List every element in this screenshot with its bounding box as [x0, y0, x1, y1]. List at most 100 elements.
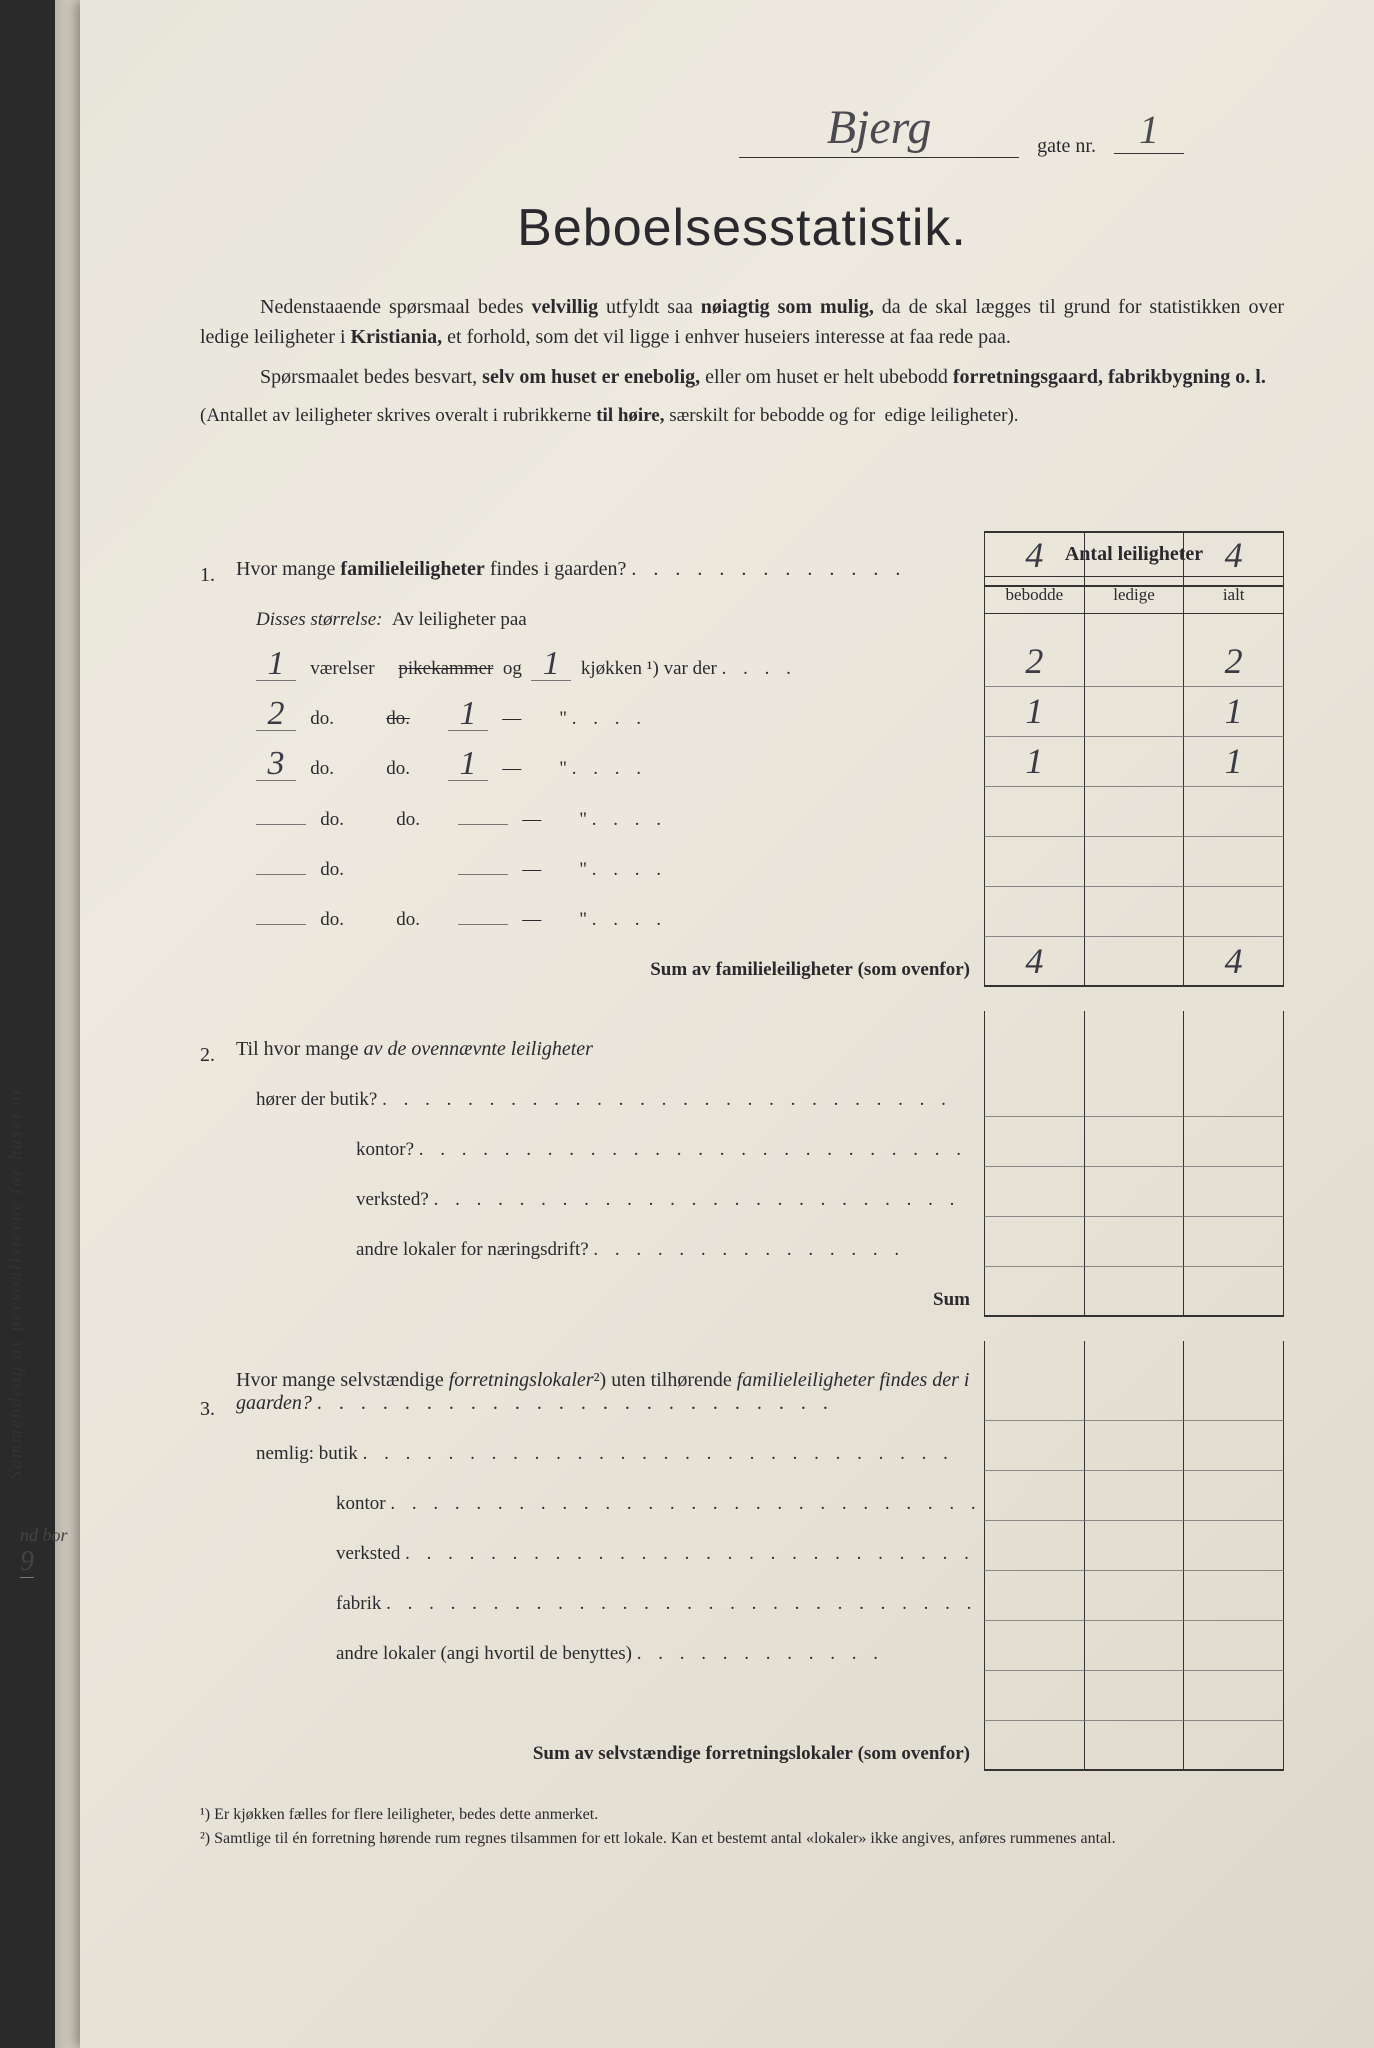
cell [984, 1721, 1084, 1771]
intro-para-2: Spørsmaalet bedes besvart, selv om huset… [200, 362, 1284, 392]
cell [1183, 1217, 1284, 1267]
cell [1183, 1471, 1284, 1521]
cell [984, 1621, 1084, 1671]
kitchen-3: 1 [448, 749, 488, 781]
cell [1084, 1621, 1184, 1671]
cell [1183, 1067, 1284, 1117]
r3-ledige [1084, 737, 1184, 787]
r1-bebodde: 2 [984, 637, 1084, 687]
rooms-6 [256, 906, 306, 925]
q1-sum-ledige [1084, 937, 1184, 987]
margin-bottom-left-text: nd bor [20, 1525, 68, 1545]
kitchen-5 [458, 856, 508, 875]
q3-number: 3. [200, 1398, 236, 1421]
r2-bebodde: 1 [984, 687, 1084, 737]
q3-row-fabrik: fabrik . . . . . . . . . . . . . . . . .… [236, 1593, 984, 1621]
cell [1084, 1571, 1184, 1621]
q3-text: Hvor mange selvstændige forretningslokal… [236, 1369, 984, 1421]
q1-row-6: do. do. — " . . . . [236, 906, 984, 937]
r4-ledige [1084, 787, 1184, 837]
kitchen-1: 1 [531, 649, 571, 681]
gate-number-handwritten: 1 [1114, 106, 1184, 154]
r1-ialt: 2 [1183, 637, 1284, 687]
gate-label: gate nr. [1037, 135, 1096, 157]
scan-background: Sammendrag av personlisterne for huset n… [0, 0, 1374, 2048]
q1-ialt: 4 [1183, 531, 1284, 587]
r2-ledige [1084, 687, 1184, 737]
cell [1084, 1721, 1184, 1771]
q1-subhead: Disses størrelse: Av leiligheter paa [236, 609, 984, 637]
footnote-2: ²) Samtlige til én forretning hørende ru… [200, 1827, 1284, 1851]
intro-para-1: Nedenstaaende spørsmaal bedes velvillig … [200, 292, 1284, 352]
r6-ledige [1084, 887, 1184, 937]
cell [1183, 1421, 1284, 1471]
q3-blank-line: . [236, 1693, 984, 1721]
cell [984, 1067, 1084, 1117]
label-do: do. [320, 909, 344, 930]
cell [984, 1167, 1084, 1217]
cell [1084, 1421, 1184, 1471]
q3-row-verksted: verksted . . . . . . . . . . . . . . . .… [236, 1543, 984, 1571]
r4-ialt [1183, 787, 1284, 837]
r6-ialt [1183, 887, 1284, 937]
kitchen-2: 1 [448, 699, 488, 731]
rooms-2: 2 [256, 699, 296, 731]
cell [1084, 1671, 1184, 1721]
r5-ialt [1183, 837, 1284, 887]
cell [1183, 1521, 1284, 1571]
cell [1183, 1267, 1284, 1317]
label-do: do. [310, 758, 334, 779]
footnotes: ¹) Er kjøkken fælles for flere leilighet… [200, 1803, 1284, 1851]
cell [1084, 1067, 1184, 1117]
form-area: Antal leiligheter bebodde ledige ialt 1.… [200, 531, 1284, 1771]
q3-row-andre: andre lokaler (angi hvortil de benyttes)… [236, 1643, 984, 1671]
label-do: do. [310, 708, 334, 729]
q2-text: Til hvor mange av de ovennævnte leilighe… [236, 1038, 984, 1067]
header-line: Bjerg gate nr. 1 [200, 100, 1284, 158]
q2-row-butik: hører der butik? . . . . . . . . . . . .… [236, 1089, 984, 1117]
q2-row-kontor: kontor? . . . . . . . . . . . . . . . . … [236, 1139, 984, 1167]
r3-bebodde: 1 [984, 737, 1084, 787]
cell [984, 1117, 1084, 1167]
cell [1084, 1341, 1184, 1421]
label-kjokken: kjøkken ¹) var der [581, 658, 717, 679]
cell-blank [984, 1011, 1084, 1067]
cell [984, 1571, 1084, 1621]
cell [1084, 1471, 1184, 1521]
label-do-plain: do. [386, 758, 410, 779]
label-og: og [503, 658, 522, 679]
cell [1084, 1217, 1184, 1267]
q1-sum-ialt: 4 [1183, 937, 1284, 987]
q1-ledige [1084, 531, 1184, 587]
cell [1084, 1521, 1184, 1571]
strike-do: do. [386, 708, 410, 729]
cell [1183, 1341, 1284, 1421]
q1-bebodde: 4 [984, 531, 1084, 587]
street-name-handwritten: Bjerg [739, 100, 1019, 158]
cell [984, 1521, 1084, 1571]
cell-blank [1084, 1011, 1184, 1067]
page-title: Beboelsesstatistik. [200, 198, 1284, 258]
rooms-5 [256, 856, 306, 875]
label-do: do. [320, 809, 344, 830]
cell [1183, 1721, 1284, 1771]
q2-row-andre: andre lokaler for næringsdrift? . . . . … [236, 1239, 984, 1267]
q1-row-1: 1 værelser pikekammer og 1 kjøkken ¹) va… [236, 649, 984, 687]
document-page: Bjerg gate nr. 1 Beboelsesstatistik. Ned… [80, 0, 1374, 2048]
cell [1084, 1167, 1184, 1217]
cell [1183, 1621, 1284, 1671]
q3-sum-label: Sum av selvstændige forretningslokaler (… [236, 1743, 984, 1771]
rooms-4 [256, 806, 306, 825]
r4-bebodde [984, 787, 1084, 837]
label-do-plain: do. [396, 909, 420, 930]
cell [984, 1341, 1084, 1421]
q3-row-kontor: kontor . . . . . . . . . . . . . . . . .… [236, 1493, 984, 1521]
r5-bebodde [984, 837, 1084, 887]
r2-ialt: 1 [1183, 687, 1284, 737]
footnote-1: ¹) Er kjøkken fælles for flere leilighet… [200, 1803, 1284, 1827]
rooms-1: 1 [256, 649, 296, 681]
cell [984, 1421, 1084, 1471]
cell [1183, 1167, 1284, 1217]
margin-note-left: nd bor 9 [20, 1525, 68, 1578]
r1-ledige [1084, 637, 1184, 687]
